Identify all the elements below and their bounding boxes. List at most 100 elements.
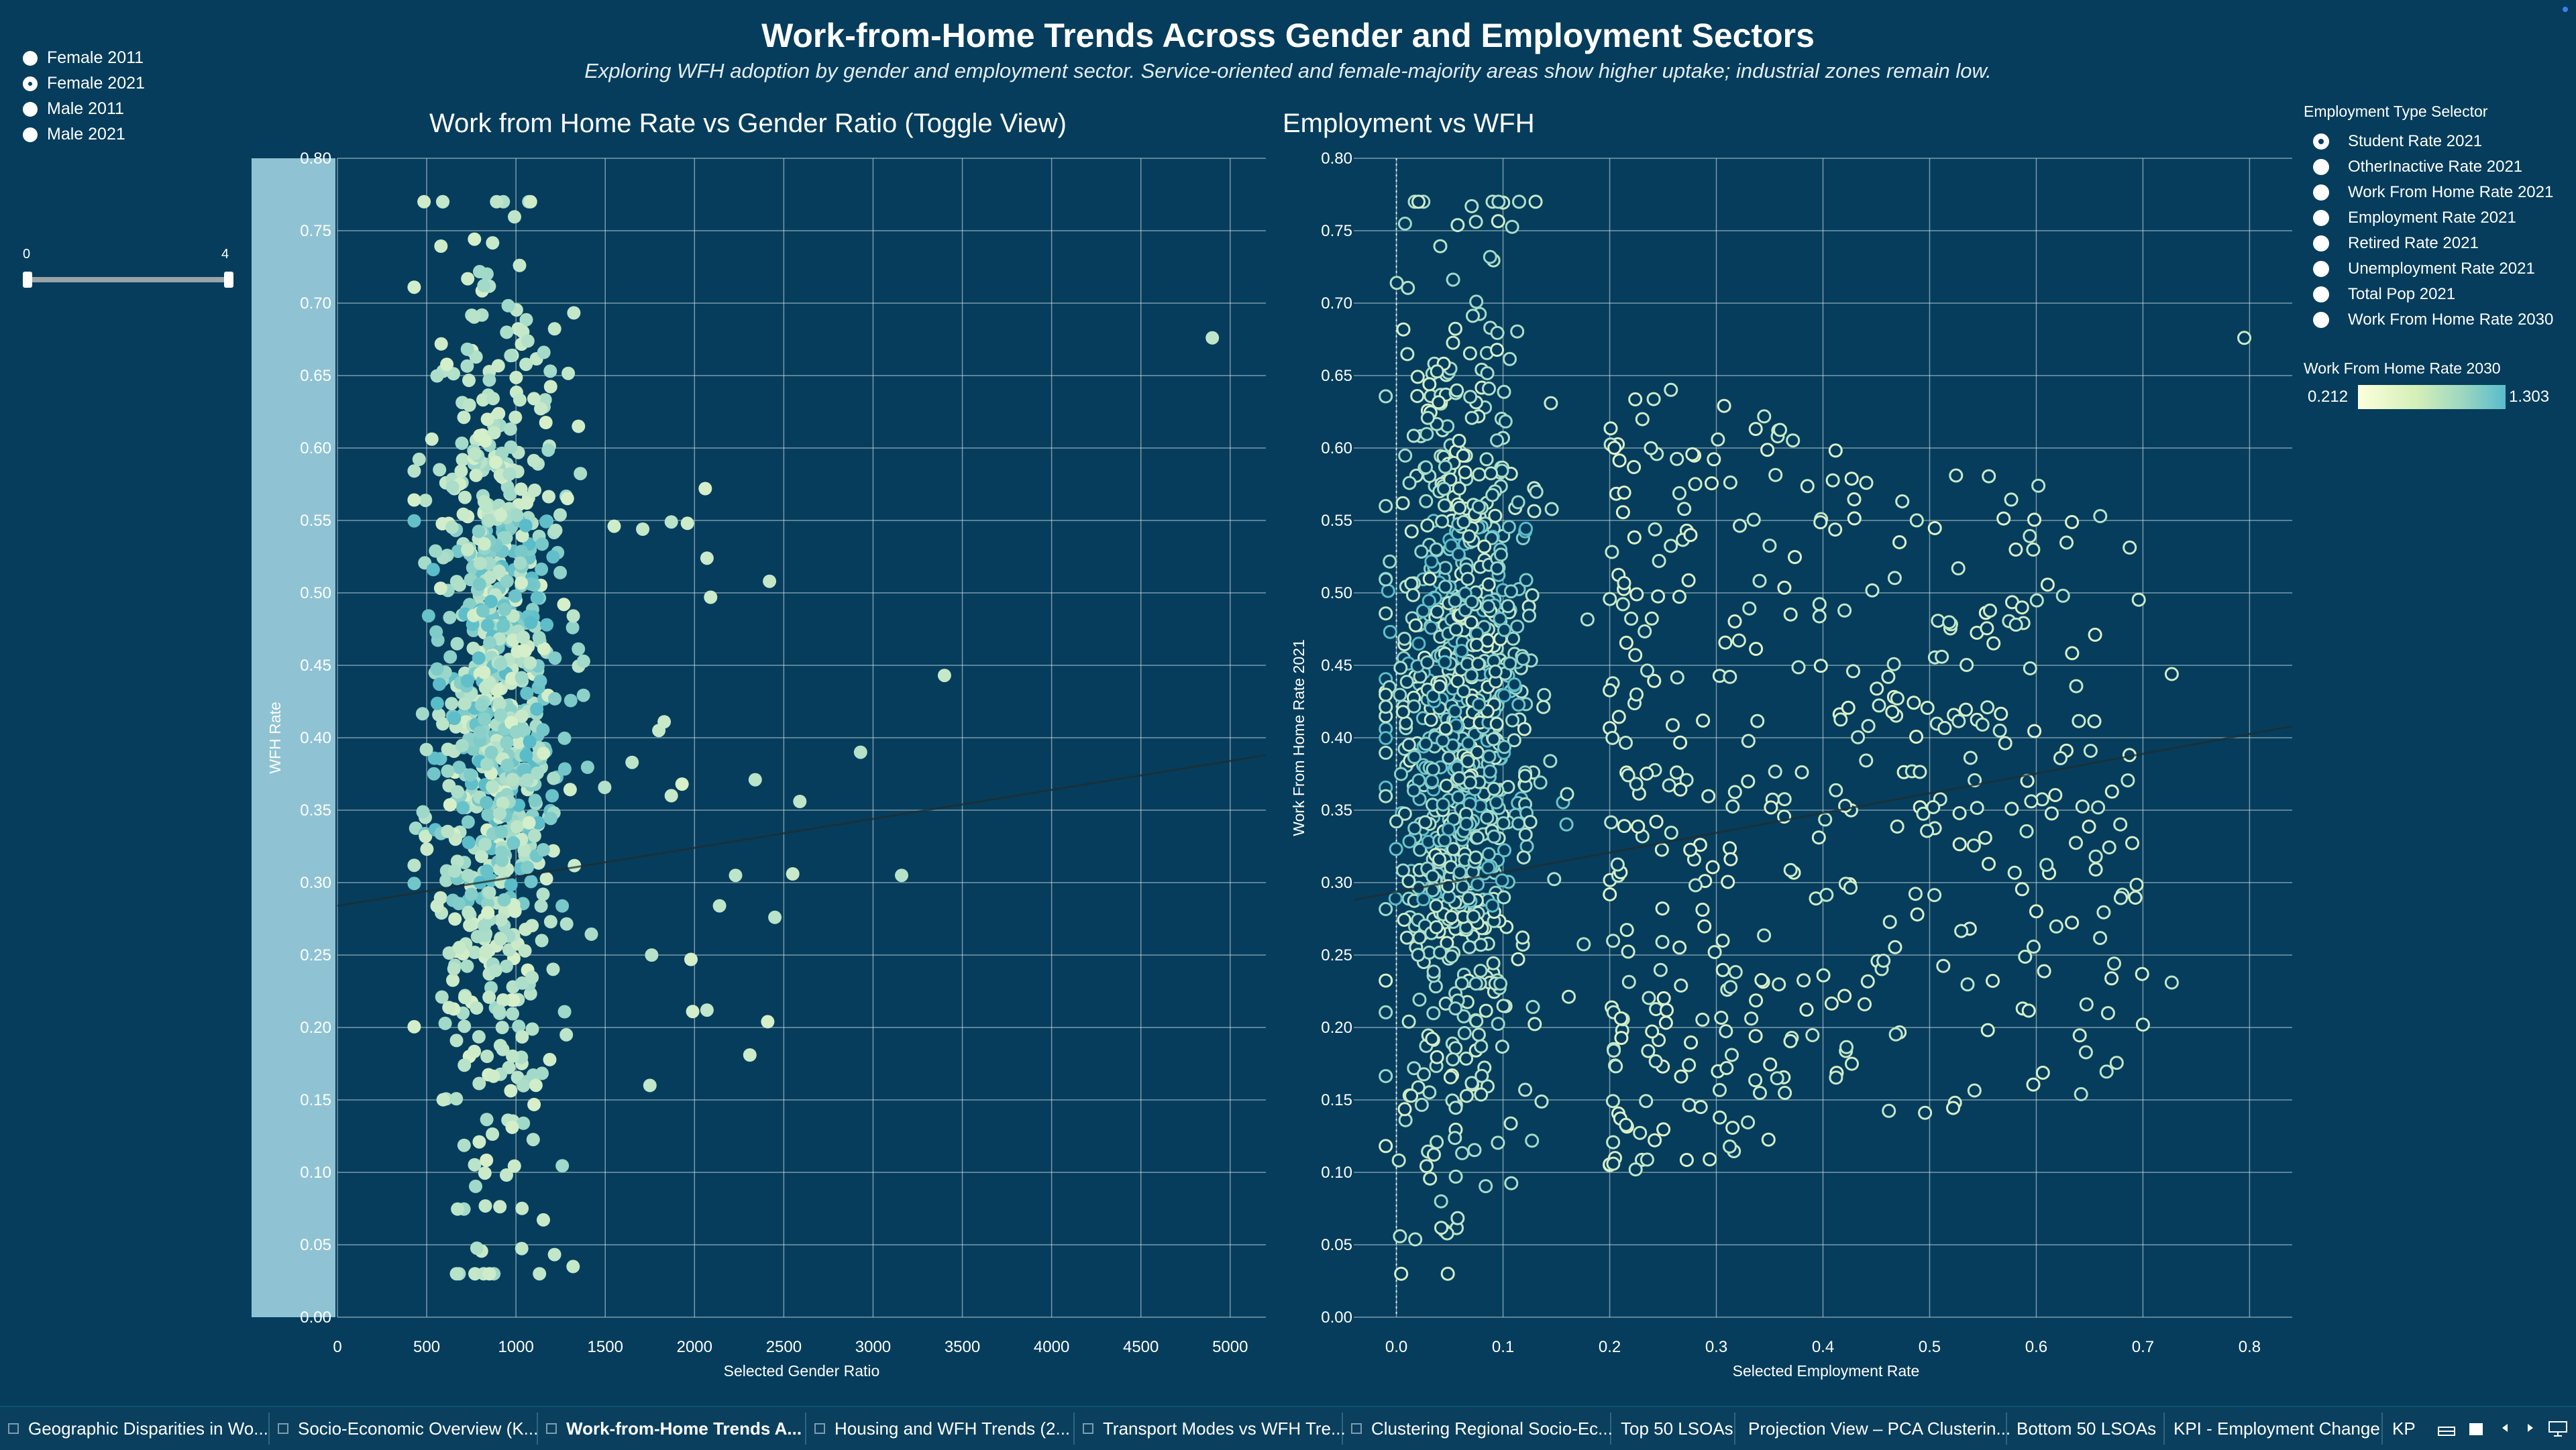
data-point (1415, 687, 1430, 702)
data-point (478, 712, 492, 726)
data-point (1426, 968, 1441, 983)
data-point (1617, 581, 1631, 596)
range-slider-track[interactable] (27, 277, 228, 282)
radio-icon[interactable] (2313, 184, 2329, 201)
data-point (1472, 657, 1487, 672)
data-point (1446, 335, 1460, 350)
single-view-icon[interactable] (2466, 1418, 2486, 1443)
data-point (1451, 819, 1466, 834)
data-point (1438, 852, 1453, 867)
radio-icon[interactable] (2313, 210, 2329, 226)
data-point (1471, 706, 1486, 720)
data-point (1495, 1040, 1509, 1054)
tab-wfh-trends[interactable]: Work-from-Home Trends A... (546, 1415, 802, 1442)
data-point (490, 410, 504, 423)
data-point (1442, 620, 1456, 634)
tab-projection-view[interactable]: Projection View – PCA Clusterin... (1748, 1415, 2010, 1442)
data-point (1847, 492, 1862, 506)
presentation-icon[interactable] (2546, 1418, 2569, 1443)
tab-kpi-employment-change[interactable]: KPI - Employment Change (2174, 1415, 2380, 1442)
data-point (532, 740, 546, 755)
radio-icon[interactable] (2313, 159, 2329, 175)
data-point (1741, 1115, 1756, 1129)
radio-selected-icon[interactable] (23, 76, 38, 91)
gender-option-female-2021[interactable]: Female 2021 (23, 74, 145, 93)
data-point (1926, 800, 1941, 814)
radio-selected-icon[interactable] (2313, 133, 2329, 150)
data-point (2075, 799, 2090, 814)
radio-icon[interactable] (2313, 235, 2329, 252)
data-point (537, 1213, 550, 1227)
emp-option-employment[interactable]: Employment Rate 2021 (2313, 209, 2516, 227)
data-point (1429, 542, 1444, 557)
data-point (1458, 465, 1472, 480)
radio-icon[interactable] (23, 50, 38, 66)
data-point (1428, 873, 1443, 887)
radio-icon[interactable] (23, 101, 38, 117)
emp-option-retired[interactable]: Retired Rate 2021 (2313, 234, 2479, 253)
tab-bottom-50-lsoas[interactable]: Bottom 50 LSOAs (2017, 1415, 2156, 1442)
data-point (481, 514, 495, 528)
data-point (1656, 1059, 1670, 1074)
data-point (470, 1001, 484, 1015)
tab-geographic-disparities[interactable]: Geographic Disparities in Wo... (8, 1415, 268, 1442)
radio-icon[interactable] (2313, 261, 2329, 277)
data-point (543, 915, 557, 929)
data-point (1413, 816, 1428, 831)
y-tick-label: 0.30 (1321, 874, 1352, 892)
data-point (1426, 1006, 1441, 1021)
data-point (492, 655, 506, 669)
data-point (1723, 476, 1737, 490)
tab-kp[interactable]: KP (2392, 1415, 2416, 1442)
emp-option-other-inactive[interactable]: OtherInactive Rate 2021 (2313, 158, 2522, 176)
radio-icon[interactable] (2313, 286, 2329, 302)
data-point (680, 516, 694, 531)
data-point (484, 620, 498, 634)
emp-option-unemployment[interactable]: Unemployment Rate 2021 (2313, 260, 2535, 278)
data-point (535, 934, 549, 948)
tab-socio-economic-overview[interactable]: Socio-Economic Overview (K... (278, 1415, 538, 1442)
data-point (542, 439, 556, 453)
range-slider-high-handle[interactable] (224, 272, 233, 288)
data-point (1482, 749, 1497, 764)
gender-option-male-2021[interactable]: Male 2021 (23, 125, 125, 144)
data-point (1415, 921, 1430, 936)
x-tick-label: 2500 (766, 1338, 802, 1356)
data-point (1473, 559, 1488, 574)
gender-option-female-2011[interactable]: Female 2011 (23, 48, 144, 68)
range-slider-low-handle[interactable] (23, 272, 32, 288)
data-point (1437, 1223, 1452, 1238)
tab-clustering[interactable]: Clustering Regional Socio-Ec... (1351, 1415, 1613, 1442)
data-point (1676, 533, 1690, 547)
data-point (509, 725, 523, 739)
data-point (482, 661, 496, 675)
data-point (434, 239, 448, 253)
data-point (1448, 450, 1463, 465)
emp-option-wfh-2030[interactable]: Work From Home Rate 2030 (2313, 311, 2553, 329)
data-point (1420, 682, 1435, 697)
tab-top-50-lsoas[interactable]: Top 50 LSOAs (1621, 1415, 1733, 1442)
data-point (531, 856, 545, 870)
data-point (1517, 722, 1532, 736)
data-point (1603, 683, 1617, 698)
radio-icon[interactable] (23, 127, 38, 142)
data-point (1998, 736, 2012, 750)
data-point (490, 459, 504, 473)
data-point (494, 805, 508, 819)
data-point (1910, 907, 1925, 922)
prev-icon[interactable] (2497, 1418, 2513, 1443)
data-point (1443, 741, 1458, 756)
data-point (503, 711, 517, 725)
grid-view-icon[interactable] (2436, 1418, 2457, 1443)
data-point (1487, 816, 1501, 830)
emp-option-total-pop[interactable]: Total Pop 2021 (2313, 285, 2455, 304)
emp-option-wfh-2021[interactable]: Work From Home Rate 2021 (2313, 183, 2553, 202)
data-point (1487, 521, 1501, 536)
tab-transport-modes[interactable]: Transport Modes vs WFH Tre... (1083, 1415, 1346, 1442)
radio-icon[interactable] (2313, 312, 2329, 328)
emp-option-student[interactable]: Student Rate 2021 (2313, 132, 2482, 151)
tab-housing-wfh[interactable]: Housing and WFH Trends (2... (814, 1415, 1070, 1442)
data-point (1753, 1086, 1767, 1101)
next-icon[interactable] (2522, 1418, 2538, 1443)
gender-option-male-2011[interactable]: Male 2011 (23, 99, 124, 119)
